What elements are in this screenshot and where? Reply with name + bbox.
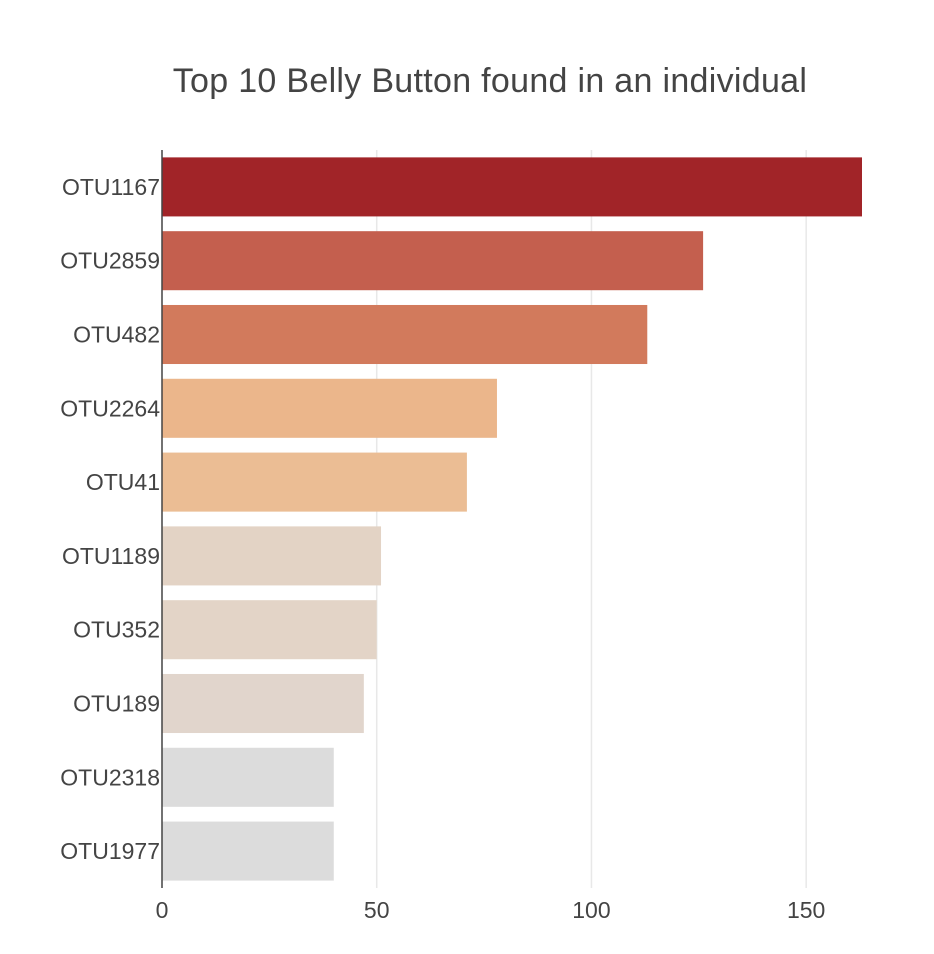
y-tick-label: OTU352 — [73, 617, 160, 643]
tick-labels: 0 50 100 150 OTU1167 OTU2859 OTU482 OTU2264 OTU4… — [60, 174, 825, 923]
y-tick-label: OTU41 — [86, 469, 160, 495]
bar-otu41[interactable] — [162, 452, 467, 512]
bar-otu189[interactable] — [162, 673, 364, 734]
x-tick-label: 100 — [572, 897, 610, 923]
y-tick-label: OTU2264 — [60, 395, 160, 421]
bar-otu1167[interactable] — [162, 157, 862, 217]
bar-otu2264[interactable] — [162, 378, 497, 438]
y-tick-label: OTU482 — [73, 322, 160, 348]
x-tick-label: 50 — [364, 897, 390, 923]
bar-otu1977[interactable] — [162, 821, 334, 881]
y-tick-label: OTU2318 — [60, 764, 160, 790]
y-tick-label: OTU1977 — [60, 838, 160, 864]
chart-title: Top 10 Belly Button found in an individu… — [172, 62, 808, 100]
x-tick-label: 150 — [787, 897, 825, 923]
bar-otu352[interactable] — [162, 600, 377, 660]
y-tick-label: OTU189 — [73, 691, 160, 717]
bar-otu482[interactable] — [162, 304, 648, 365]
bar-otu2859[interactable] — [162, 231, 704, 291]
y-tick-label: OTU2859 — [60, 248, 160, 274]
y-tick-label: OTU1167 — [62, 174, 160, 200]
x-tick-label: 0 — [156, 897, 169, 923]
bar-otu2318[interactable] — [162, 747, 334, 807]
bars — [162, 157, 862, 881]
y-tick-label: OTU1189 — [62, 543, 160, 569]
bar-otu1189[interactable] — [162, 526, 382, 586]
